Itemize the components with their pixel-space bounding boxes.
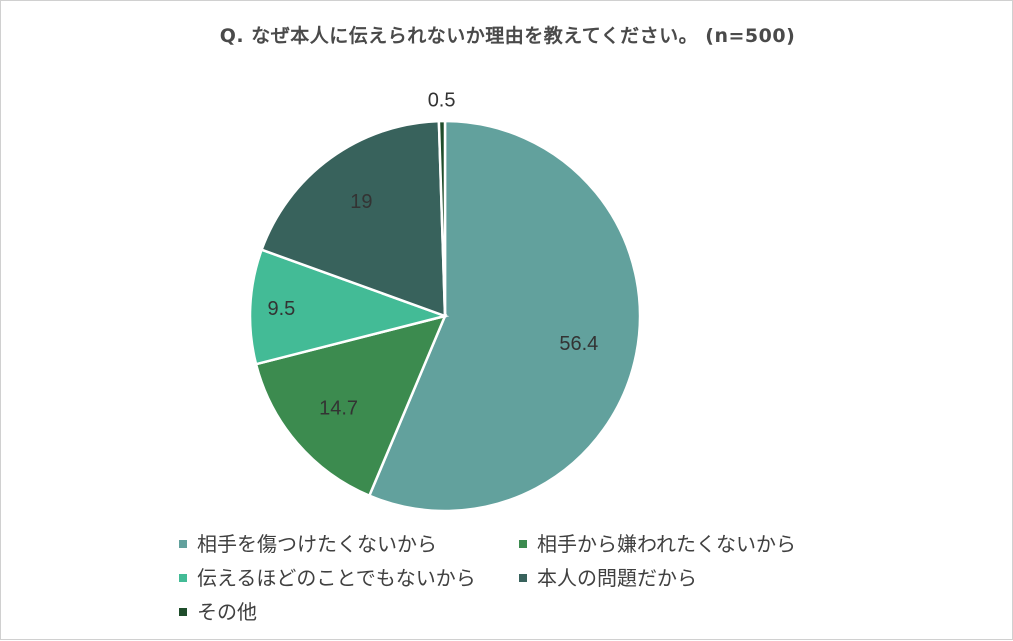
- legend-label-2: 相手から嫌われたくないから: [537, 532, 796, 556]
- legend-label-3: 伝えるほどのことでもないから: [197, 566, 476, 590]
- pie-slice-5: [437, 119, 447, 317]
- pie-data-label-1: 56.4: [559, 333, 598, 355]
- pie-slice-3: [248, 248, 450, 366]
- pie-data-label-3: 9.5: [267, 298, 295, 320]
- legend-item-1: 相手を傷つけたくないから: [179, 528, 437, 557]
- legend-label-5: その他: [197, 600, 257, 624]
- legend-swatch-2: [519, 539, 527, 548]
- legend-label-1: 相手を傷つけたくないから: [197, 532, 437, 556]
- pie-slice-1: [367, 119, 642, 513]
- pie-data-label-5: 0.5: [428, 90, 456, 112]
- legend-swatch-5: [179, 607, 187, 616]
- legend-swatch-1: [179, 539, 187, 548]
- pie-slice-4: [260, 119, 447, 318]
- pie-data-label-4: 19: [350, 191, 372, 213]
- pie-data-label-2: 14.7: [319, 398, 358, 420]
- legend-swatch-3: [179, 573, 187, 582]
- legend-item-3: 伝えるほどのことでもないから: [179, 562, 476, 591]
- pie-slice-2: [254, 314, 448, 498]
- legend-item-2: 相手から嫌われたくないから: [519, 528, 796, 557]
- legend-item-5: その他: [179, 596, 257, 625]
- legend-label-4: 本人の問題だから: [537, 566, 697, 590]
- chart-title: Q. なぜ本人に伝えられないか理由を教えてください。 (n=500): [219, 25, 796, 47]
- legend-swatch-4: [519, 573, 527, 582]
- legend-item-4: 本人の問題だから: [519, 562, 697, 591]
